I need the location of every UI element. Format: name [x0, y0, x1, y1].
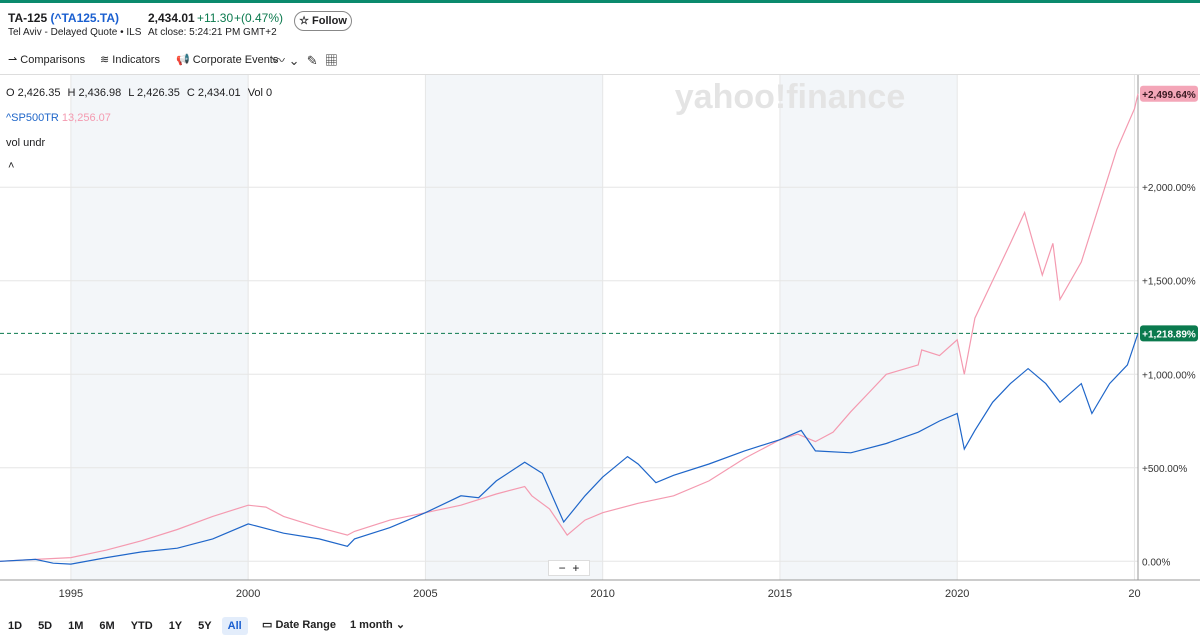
indicators-label: Indicators	[112, 54, 160, 66]
zoom-controls[interactable]: − +	[548, 560, 590, 576]
range-button[interactable]: All	[221, 617, 248, 635]
change: +11.30	[197, 11, 234, 25]
indicators[interactable]: ≋ Indicators	[100, 54, 160, 66]
series-line	[0, 93, 1139, 562]
x-tick-label: 2005	[413, 588, 437, 600]
follow-label: Follow	[312, 15, 347, 27]
ohlc-item: Vol 0	[247, 87, 273, 99]
corporate-events-label: Corporate Events	[192, 54, 279, 66]
date-range-label: Date Range	[275, 619, 336, 631]
ohlc-item: C 2,434.01	[186, 87, 241, 99]
ohlc-item: O 2,426.35	[6, 87, 61, 99]
watermark: yahoo!finance	[675, 78, 905, 116]
range-button[interactable]: YTD	[130, 620, 153, 632]
interval[interactable]: 1 month ⌄	[350, 619, 406, 631]
shade-band	[779, 75, 958, 580]
change-pct: +(0.47%)	[234, 11, 284, 25]
range-bar: 1D 5D 1M 6M YTD 1Y 5Y All	[0, 617, 248, 635]
y-tick-label: +500.00%	[1142, 464, 1187, 475]
y-tick-label: +1,500.00%	[1142, 277, 1196, 288]
compare-legend: ^SP500TR 13,256.07	[6, 112, 111, 124]
range-button[interactable]: 1Y	[168, 620, 183, 632]
title: TA-125	[8, 11, 48, 25]
divider	[0, 74, 1200, 75]
shade-band	[70, 75, 249, 580]
draw-tools[interactable]: 〰 ⌄ ✎ ▦	[272, 53, 338, 68]
x-tick-label: 2000	[236, 588, 260, 600]
close-time: At close: 5:24:21 PM GMT+2	[148, 27, 277, 38]
follow-button[interactable]: ☆ Follow	[294, 11, 352, 31]
top-border	[0, 0, 1200, 3]
ohlc-item: H 2,436.98	[67, 87, 122, 99]
corporate-events[interactable]: 📢 Corporate Events	[176, 54, 279, 66]
y-tick-label: 0.00%	[1142, 557, 1170, 568]
ohlc: O 2,426.35 H 2,436.98 L 2,426.35 C 2,434.01…	[6, 87, 279, 99]
last-value-label: +2,499.64%	[1142, 90, 1196, 101]
last-value-badge	[1140, 325, 1198, 342]
x-tick-label: 20	[1128, 588, 1140, 600]
compare-name: ^SP500TR	[6, 112, 59, 124]
x-tick-label: 2020	[945, 588, 969, 600]
interval-label: 1 month	[350, 619, 393, 631]
y-tick-label: +2,000.00%	[1142, 183, 1196, 194]
series-line	[0, 333, 1139, 565]
volume-legend: vol undr	[6, 137, 46, 149]
last-value-badge	[1140, 85, 1198, 102]
range-button[interactable]: 6M	[99, 620, 115, 632]
comparisons[interactable]: ⇀ Comparisons	[8, 54, 86, 66]
collapse[interactable]: ˄	[8, 160, 15, 172]
price: 2,434.01	[148, 11, 195, 25]
last-value-label: +1,218.89%	[1142, 329, 1196, 340]
exchange: Tel Aviv - Delayed Quote • ILS	[8, 27, 142, 38]
compare-value: 13,256.07	[61, 112, 111, 124]
date-range[interactable]: ▭ Date Range	[262, 619, 336, 631]
range-button[interactable]: 5D	[38, 620, 53, 632]
comparisons-label: Comparisons	[20, 54, 86, 66]
x-tick-label: 2015	[768, 588, 792, 600]
shade-band	[425, 75, 603, 580]
range-button[interactable]: 1D	[8, 620, 23, 632]
range-button[interactable]: 5Y	[198, 620, 212, 632]
x-tick-label: 1995	[59, 588, 83, 600]
ohlc-item: L 2,426.35	[128, 87, 180, 99]
x-tick-label: 2010	[590, 588, 614, 600]
y-tick-label: +1,000.00%	[1142, 370, 1196, 381]
range-button[interactable]: 1M	[68, 620, 84, 632]
symbol[interactable]: (^TA125.TA)	[50, 11, 120, 25]
quote-title: TA-125 (^TA125.TA)	[8, 11, 119, 25]
